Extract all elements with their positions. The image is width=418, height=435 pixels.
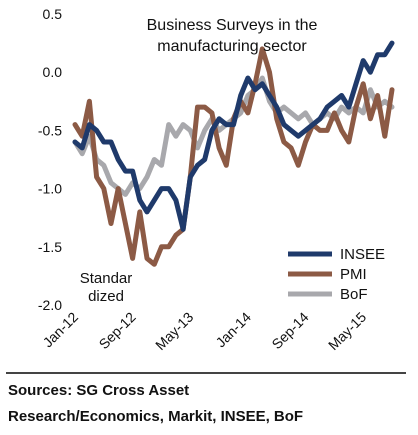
legend-label-pmi: PMI bbox=[340, 266, 367, 283]
y-tick-label-3: -1.0 bbox=[38, 181, 62, 197]
y-axis: 0.5 0.0 -0.5 -1.0 -1.5 -2.0 bbox=[38, 6, 62, 313]
chart-title-line-1: Business Surveys in the bbox=[147, 17, 318, 34]
business-surveys-chart: 0.5 0.0 -0.5 -1.0 -1.5 -2.0 Jan-12 Sep-12 May-1… bbox=[38, 6, 395, 353]
sources-note: Sources: SG Cross Asset Research/Economi… bbox=[8, 378, 408, 430]
series-line-pmi bbox=[72, 46, 395, 267]
x-tick-label-4: Sep-14 bbox=[268, 309, 311, 352]
legend: INSEE PMI BoF bbox=[288, 246, 385, 303]
annotation-line-1: Standar bbox=[80, 270, 133, 287]
series-layer bbox=[72, 40, 395, 267]
sources-line-2: Research/Economics, Markit, INSEE, BoF bbox=[8, 408, 304, 425]
sources-line-1: Sources: SG Cross Asset bbox=[8, 382, 190, 399]
legend-label-insee: INSEE bbox=[340, 246, 385, 263]
series-line-insee bbox=[72, 40, 395, 232]
y-tick-label-1: 0.0 bbox=[43, 64, 63, 80]
x-tick-label-5: May-15 bbox=[325, 309, 369, 353]
y-tick-label-4: -1.5 bbox=[38, 239, 62, 255]
x-tick-label-2: May-13 bbox=[152, 309, 196, 353]
x-tick-label-1: Sep-12 bbox=[96, 309, 139, 352]
x-axis: Jan-12 Sep-12 May-13 Jan-14 Sep-14 May-15 bbox=[40, 309, 370, 353]
x-tick-label-3: Jan-14 bbox=[212, 309, 254, 351]
annotation-line-2: dized bbox=[88, 288, 124, 305]
x-tick-label-0: Jan-12 bbox=[40, 309, 82, 351]
chart-title-line-2: manufacturing sector bbox=[157, 38, 307, 55]
y-tick-label-5: -2.0 bbox=[38, 297, 62, 313]
legend-label-bof: BoF bbox=[340, 286, 368, 303]
y-tick-label-2: -0.5 bbox=[38, 122, 62, 138]
footer-divider bbox=[6, 372, 406, 374]
y-tick-label-0: 0.5 bbox=[43, 6, 63, 22]
